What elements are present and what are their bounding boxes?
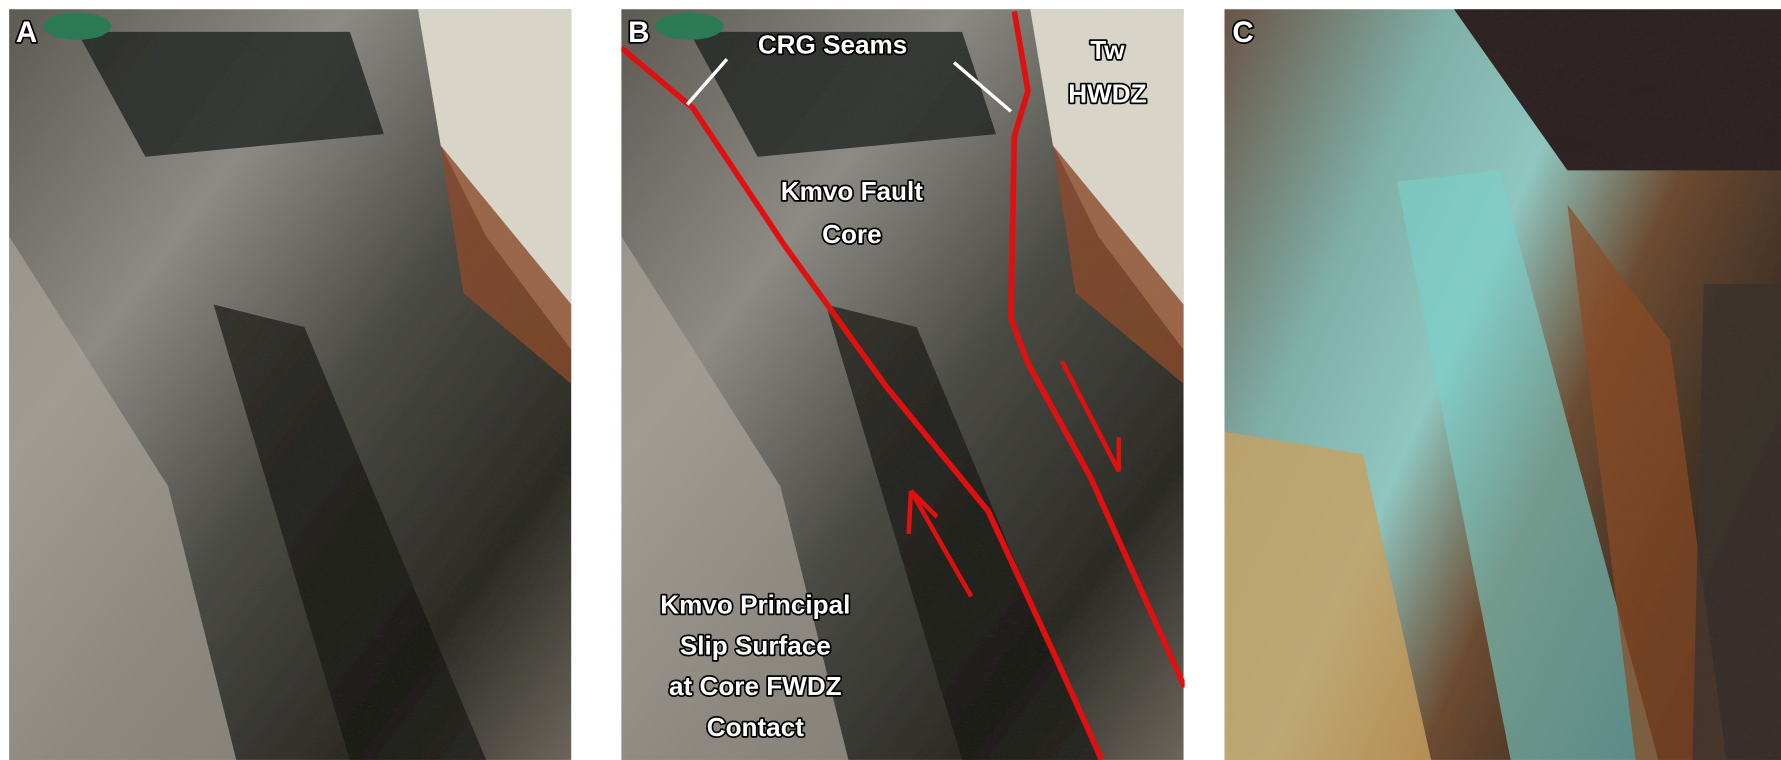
leader-line [952,61,1013,113]
panel-label: B [628,16,649,49]
annotation: Kmvo Principal [660,589,850,619]
annotation: at Core FWDZ [669,671,842,701]
fault-line [1008,10,1185,689]
panel-label: A [16,16,37,49]
annotation: Contact [707,712,804,742]
annotation: Core [822,219,881,249]
annotation: CRG Seams [758,29,907,59]
annotation: Kmvo Fault [781,176,923,206]
annotation: Slip Surface [680,630,831,660]
panel-c-photo [1224,9,1781,760]
panel-b-photo [621,9,1185,760]
annotation: Tw [1090,35,1125,65]
leader-line [685,58,729,106]
annotation: HWDZ [1068,78,1146,108]
slip-arrow [906,489,974,598]
panel-a-photo [9,9,572,760]
panel-label: C [1232,16,1253,49]
slip-arrow [1059,360,1122,473]
fault-line [621,45,1105,760]
